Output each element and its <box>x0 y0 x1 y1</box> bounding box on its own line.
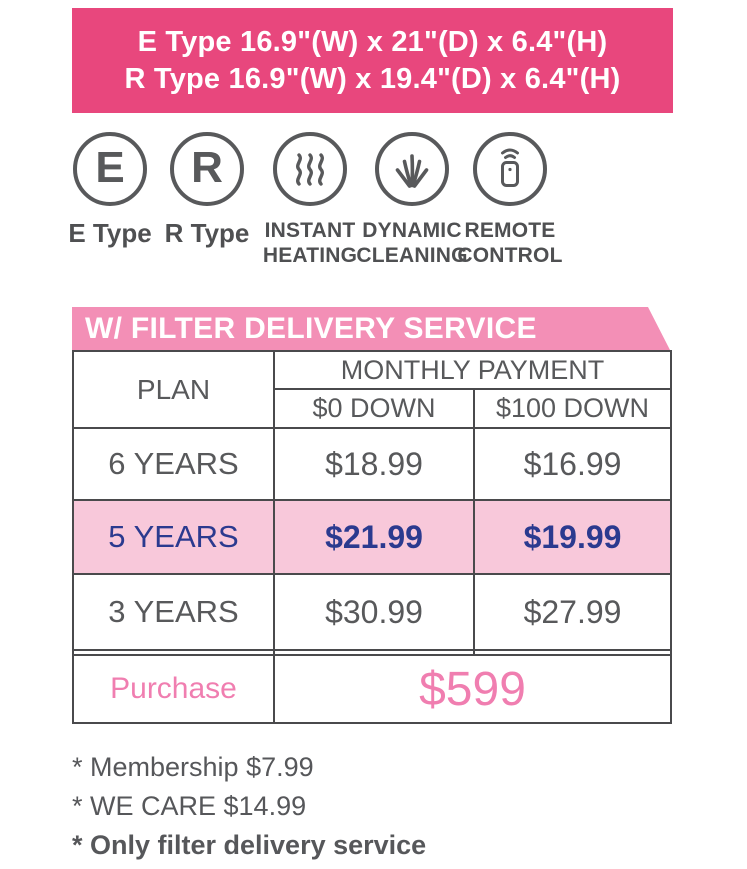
instant-heating-icon <box>273 132 347 206</box>
price-cell: $27.99 <box>473 573 672 651</box>
table-row-5-years-highlighted: 5 YEARS $21.99 $19.99 <box>72 499 672 575</box>
price-cell: $19.99 <box>473 499 672 575</box>
r-type-icon: R <box>170 132 244 206</box>
price-cell: $16.99 <box>473 427 672 501</box>
feature-label: E Type <box>68 218 152 248</box>
price-cell: $18.99 <box>273 427 475 501</box>
e-type-letter: E <box>95 143 125 192</box>
plan-cell: 5 YEARS <box>72 499 275 575</box>
plan-column-header: PLAN <box>72 350 275 429</box>
table-row-3-years: 3 YEARS $30.99 $27.99 <box>72 573 672 651</box>
footnote-only-filter-delivery: * Only filter delivery service <box>72 830 427 860</box>
feature-label: DYNAMIC CLEANING <box>356 219 468 267</box>
table-row-6-years: 6 YEARS $18.99 $16.99 <box>72 427 672 501</box>
purchase-price: $599 <box>273 654 672 724</box>
filter-delivery-banner: W/ FILTER DELIVERY SERVICE <box>72 307 670 350</box>
price-cell: $30.99 <box>273 573 475 651</box>
flyer: E Type 16.9"(W) x 21"(D) x 6.4"(H) R Typ… <box>68 8 673 865</box>
zero-down-header: $0 DOWN <box>273 388 475 429</box>
r-type-letter: R <box>191 143 223 192</box>
footnote-membership: * Membership $7.99 <box>72 752 314 782</box>
hundred-down-header: $100 DOWN <box>473 388 672 429</box>
filter-delivery-title: W/ FILTER DELIVERY SERVICE <box>85 311 537 345</box>
e-type-icon: E <box>73 132 147 206</box>
remote-control-icon <box>473 132 547 206</box>
dimensions-line-e-type: E Type 16.9"(W) x 21"(D) x 6.4"(H) <box>137 25 608 58</box>
purchase-label: Purchase <box>72 654 275 724</box>
feature-r-type: R R Type <box>165 132 249 249</box>
plan-cell: 6 YEARS <box>72 427 275 501</box>
feature-label: R Type <box>164 218 250 248</box>
feature-label: REMOTE CONTROL <box>457 219 563 267</box>
dimensions-banner: E Type 16.9"(W) x 21"(D) x 6.4"(H) R Typ… <box>72 8 673 113</box>
monthly-payment-header: MONTHLY PAYMENT <box>273 350 672 390</box>
feature-instant-heating: INSTANT HEATING <box>263 132 357 268</box>
feature-icons-row: E E Type R R Type INSTANT <box>68 132 673 280</box>
footnotes: * Membership $7.99 * WE CARE $14.99 * On… <box>72 748 673 865</box>
footnote-we-care: * WE CARE $14.99 <box>72 791 307 821</box>
table-row-purchase: Purchase $599 <box>72 654 672 724</box>
feature-dynamic-cleaning: DYNAMIC CLEANING <box>356 132 467 268</box>
table-gap-row <box>72 650 672 655</box>
price-cell: $21.99 <box>273 499 475 575</box>
dimensions-line-r-type: R Type 16.9"(W) x 19.4"(D) x 6.4"(H) <box>124 62 621 95</box>
feature-e-type: E E Type <box>68 132 152 249</box>
plan-cell: 3 YEARS <box>72 573 275 651</box>
pricing-table: PLAN MONTHLY PAYMENT $0 DOWN $100 DOWN 6… <box>72 350 672 724</box>
feature-label: INSTANT HEATING <box>262 219 358 267</box>
feature-remote-control: REMOTE CONTROL <box>457 132 562 268</box>
dynamic-cleaning-icon <box>375 132 449 206</box>
